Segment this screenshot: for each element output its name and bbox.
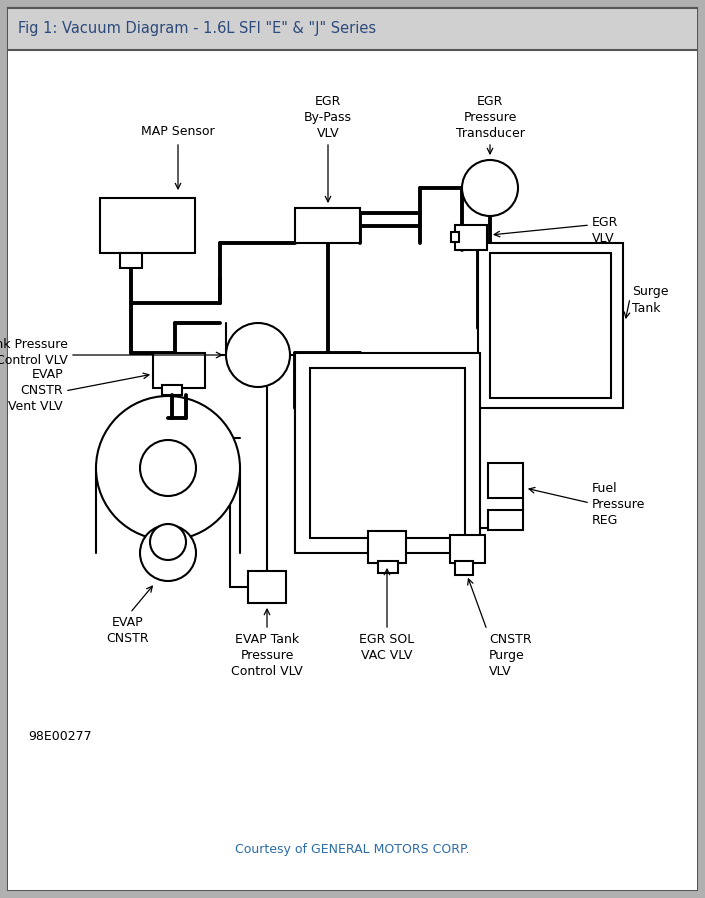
Text: CNSTR
Purge
VLV: CNSTR Purge VLV [489,633,532,678]
Circle shape [150,524,186,560]
Circle shape [140,440,196,496]
Bar [488,510,523,530]
Text: EVAP Tank
Pressure
Control VLV: EVAP Tank Pressure Control VLV [231,633,303,678]
Bar [295,208,360,243]
Text: Surge
Tank: Surge Tank [632,286,668,314]
Bar [451,232,459,242]
Text: EGR
By-Pass
VLV: EGR By-Pass VLV [304,95,352,140]
Bar [478,243,623,408]
Text: EGR SOL
VAC VLV: EGR SOL VAC VLV [360,633,415,662]
Text: 98E00277: 98E00277 [28,730,92,743]
Text: Fuel
Pressure
REG: Fuel Pressure REG [592,482,645,527]
Bar [153,353,205,388]
Bar [8,8,697,50]
Bar [378,561,398,573]
Text: Fig 1: Vacuum Diagram - 1.6L SFI "E" & "J" Series: Fig 1: Vacuum Diagram - 1.6L SFI "E" & "… [18,22,376,37]
Bar [490,253,611,398]
Circle shape [140,525,196,581]
Bar [455,561,473,575]
Circle shape [462,160,518,216]
Text: MAP Sensor: MAP Sensor [141,125,215,138]
Circle shape [96,396,240,540]
Bar [100,198,195,253]
Bar [248,571,286,603]
Text: Tank Pressure
Control VLV: Tank Pressure Control VLV [0,339,68,367]
Circle shape [226,323,290,387]
Bar [162,385,182,395]
Text: EVAP
CNSTR: EVAP CNSTR [106,616,149,645]
Bar [368,531,406,563]
Text: EVAP
CNSTR
Vent VLV: EVAP CNSTR Vent VLV [8,367,63,412]
Text: EGR
VLV: EGR VLV [592,216,618,244]
Bar [455,225,487,250]
Bar [450,535,485,563]
Bar [120,253,142,268]
Text: EGR
Pressure
Transducer: EGR Pressure Transducer [455,95,525,140]
Text: Courtesy of GENERAL MOTORS CORP.: Courtesy of GENERAL MOTORS CORP. [235,843,470,857]
Bar [96,468,240,553]
Bar [488,463,523,498]
Bar [295,353,480,553]
Bar [310,368,465,538]
